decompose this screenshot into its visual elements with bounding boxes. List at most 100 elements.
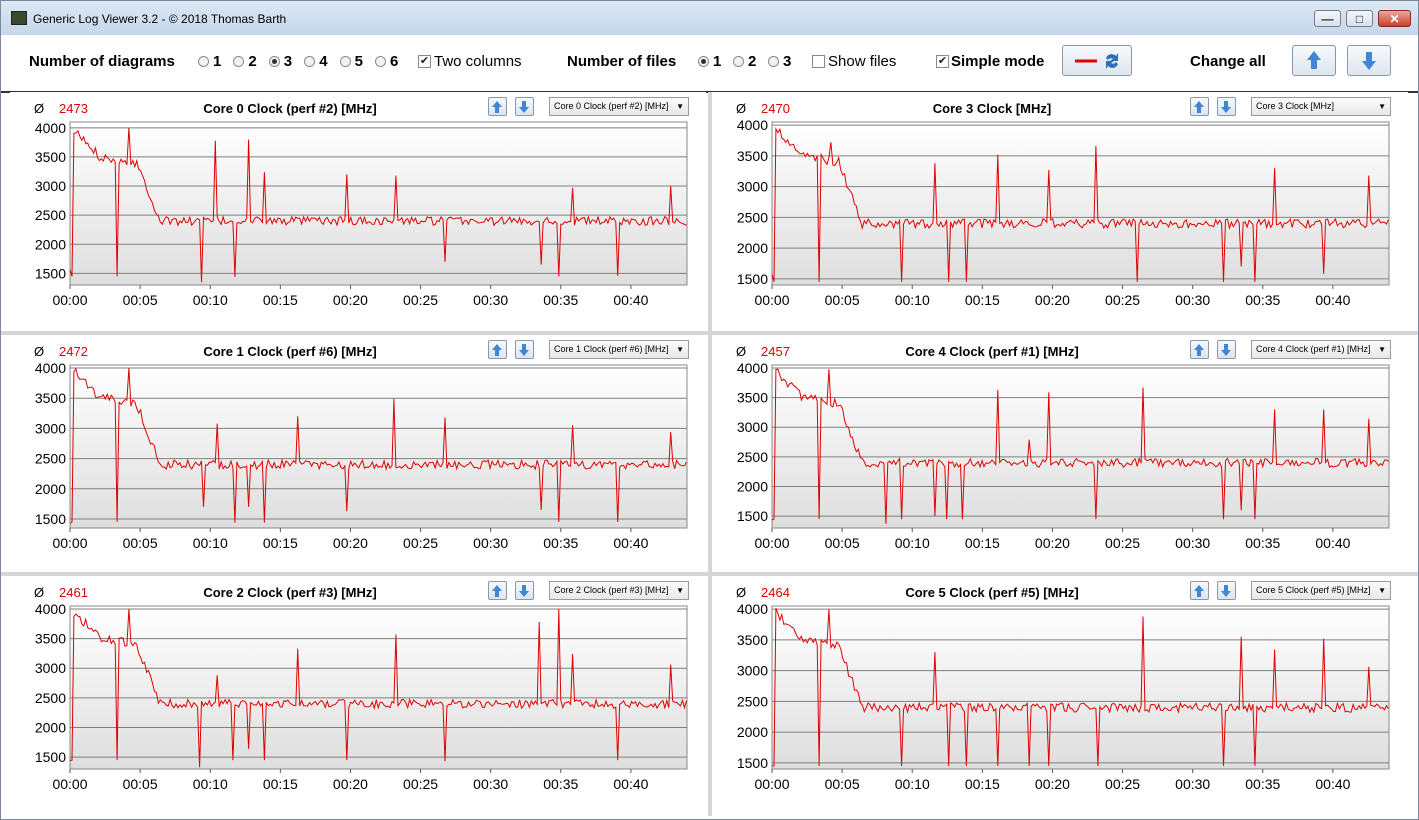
chevron-down-icon: ▼ [676,586,684,595]
x-tick-label: 00:15 [263,535,298,551]
files-radio-label-1: 1 [713,53,722,70]
maximize-button[interactable]: □ [1346,10,1373,27]
two-columns-checkbox[interactable]: ✔ [418,55,431,68]
y-tick-label: 4000 [35,601,66,617]
plot-area [69,605,688,770]
sensor-up-button[interactable] [1190,340,1209,359]
y-tick-label: 3000 [35,660,66,676]
x-tick-label: 00:05 [825,292,860,308]
sensor-select-value: Core 3 Clock [MHz] [1256,101,1335,111]
x-tick-label: 00:40 [613,292,648,308]
sensor-select-value: Core 1 Clock (perf #6) [MHz] [554,344,669,354]
y-tick-label: 3500 [737,390,768,406]
y-tick-label: 4000 [35,120,66,136]
sensor-select[interactable]: Core 4 Clock (perf #1) [MHz] ▼ [1251,340,1391,359]
y-tick-label: 2500 [35,451,66,467]
x-tick-label: 00:00 [754,292,789,308]
y-tick-label: 4000 [737,117,768,133]
x-tick-label: 00:20 [1035,292,1070,308]
x-tick-label: 00:40 [1315,292,1350,308]
y-tick-label: 2500 [737,209,768,225]
y-tick-label: 1500 [35,511,66,527]
close-button[interactable]: ✕ [1378,10,1411,27]
sensor-up-button[interactable] [1190,97,1209,116]
x-tick-label: 00:05 [825,535,860,551]
show-files-checkbox[interactable] [812,55,825,68]
y-tick-label: 3500 [35,631,66,647]
diagrams-radio-5[interactable] [339,56,351,67]
y-tick-label: 2000 [737,724,768,740]
files-radio-2[interactable] [733,56,744,67]
sensor-select[interactable]: Core 5 Clock (perf #5) [MHz] ▼ [1251,581,1391,600]
diagrams-radio-2[interactable] [233,56,245,67]
chevron-down-icon: ▼ [1378,586,1386,595]
x-tick-label: 00:35 [543,292,578,308]
chart-container: 4000 3500 3000 2500 2000 1500 00:00 00:05 00:10 0… [712,92,1408,334]
sensor-down-button[interactable] [515,340,534,359]
files-radio-3[interactable] [768,56,779,67]
x-tick-label: 00:00 [754,535,789,551]
x-tick-label: 00:20 [1035,535,1070,551]
diagrams-radio-label-1: 1 [213,53,222,70]
sensor-select[interactable]: Core 3 Clock [MHz] ▼ [1251,97,1391,116]
files-radio-label-3: 3 [783,53,792,70]
chevron-down-icon: ▼ [1378,345,1386,354]
x-tick-label: 00:10 [895,292,930,308]
x-tick-label: 00:10 [193,535,228,551]
arrow-down-icon [1221,344,1231,356]
line-color-swap-button[interactable] [1062,45,1132,76]
y-tick-label: 2500 [737,449,768,465]
diagrams-radio-1[interactable] [198,56,209,67]
x-tick-label: 00:25 [1105,292,1140,308]
x-tick-label: 00:15 [965,535,1000,551]
x-tick-label: 00:30 [1175,292,1210,308]
sensor-select[interactable]: Core 1 Clock (perf #6) [MHz] ▼ [549,340,689,359]
y-tick-label: 3500 [737,148,768,164]
x-tick-label: 00:05 [825,776,860,792]
sensor-down-button[interactable] [515,97,534,116]
sensor-up-button[interactable] [1190,581,1209,600]
title-bar: Generic Log Viewer 3.2 - © 2018 Thomas B… [1,1,1418,35]
y-tick-label: 3000 [737,663,768,679]
x-tick-label: 00:05 [123,776,158,792]
maximize-icon: □ [1355,11,1364,26]
sensor-up-button[interactable] [488,97,507,116]
average-value: 2461 [59,585,88,600]
simple-mode-checkbox[interactable]: ✔ [936,55,949,68]
files-radio-1[interactable] [698,56,709,67]
diagram-title: Core 4 Clock (perf #1) [MHz] [905,344,1079,359]
sensor-up-button[interactable] [488,340,507,359]
plot-area [771,364,1390,529]
sensor-down-button[interactable] [1217,340,1236,359]
line-chart: 4000 3500 3000 2500 2000 1500 00:00 00:05 00:10 0… [737,360,1390,551]
diagrams-radio-3[interactable] [268,56,280,67]
arrow-up-icon [1307,51,1321,69]
series-line [771,608,1389,767]
diagrams-radio-label-2: 2 [248,53,257,70]
minimize-button[interactable]: — [1314,10,1341,27]
arrow-down-icon [1221,585,1231,597]
sensor-up-button[interactable] [488,581,507,600]
diagrams-radio-6[interactable] [375,56,386,67]
change-all-down-button[interactable] [1347,45,1391,76]
x-tick-label: 00:00 [52,292,87,308]
sensor-select[interactable]: Core 0 Clock (perf #2) [MHz] ▼ [549,97,689,116]
sensor-down-button[interactable] [1217,581,1236,600]
change-all-label: Change all [1190,53,1266,70]
chart-container: 4000 3500 3000 2500 2000 1500 00:00 00:05 00:10 0… [712,576,1408,818]
y-tick-label: 3000 [35,420,66,436]
series-line [69,608,687,768]
average-symbol: Ø [736,344,747,359]
diagram-panel: Ø 2457 Core 4 Clock (perf #1) [MHz] Core 4 … [712,335,1408,572]
x-tick-label: 00:30 [473,535,508,551]
change-all-up-button[interactable] [1292,45,1336,76]
diagram-panel: Ø 2473 Core 0 Clock (perf #2) [MHz] Core 0 … [10,92,706,329]
sensor-down-button[interactable] [1217,97,1236,116]
sensor-down-button[interactable] [515,581,534,600]
x-tick-label: 00:20 [333,535,368,551]
x-tick-label: 00:35 [1245,292,1280,308]
diagrams-radio-4[interactable] [304,56,316,67]
sensor-select[interactable]: Core 2 Clock (perf #3) [MHz] ▼ [549,581,689,600]
y-tick-label: 1500 [737,508,768,524]
